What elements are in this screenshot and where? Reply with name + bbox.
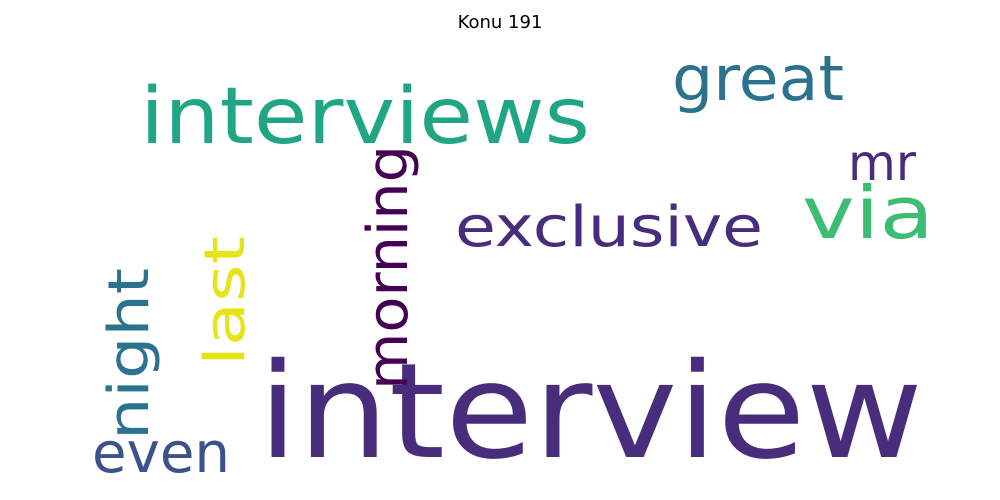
word-even: even xyxy=(92,421,230,486)
word-last: last xyxy=(193,236,258,366)
word-via: via xyxy=(802,171,934,255)
word-interview: interview xyxy=(258,335,923,489)
word-night: night xyxy=(97,268,162,440)
chart-title: Konu 191 xyxy=(457,12,543,33)
word-mr: mr xyxy=(848,134,916,192)
word-interviews: interviews xyxy=(140,72,590,162)
word-morning: morning xyxy=(356,145,421,390)
word-exclusive: exclusive xyxy=(455,195,763,260)
word-great: great xyxy=(672,42,844,115)
